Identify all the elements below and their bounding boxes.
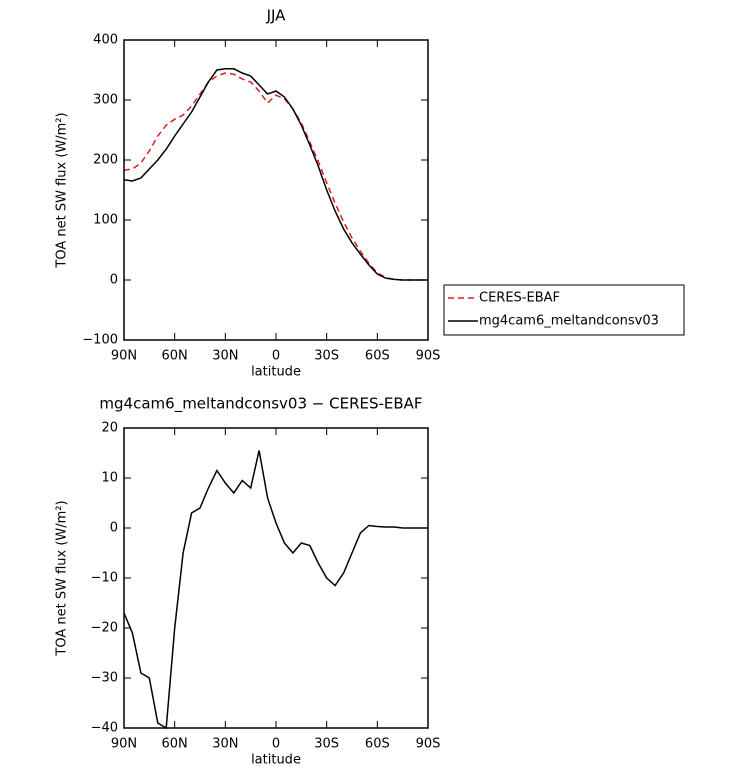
x-tick-label: 60N	[162, 349, 188, 364]
x-tick-label: 30N	[212, 349, 238, 364]
x-tick-label: 90N	[111, 349, 137, 364]
x-tick-label: 90N	[111, 737, 137, 752]
y-axis-label: TOA net SW flux (W/m²)	[55, 112, 70, 268]
x-tick-label: 60S	[365, 349, 390, 364]
y-tick-label: 0	[110, 521, 118, 536]
x-tick-label: 30S	[314, 349, 339, 364]
legend-box	[443, 284, 685, 336]
y-tick-label: −30	[91, 671, 118, 686]
chart-title: mg4cam6_meltandconsv03 − CERES-EBAF	[99, 395, 422, 414]
x-tick-label: 0	[272, 349, 280, 364]
chart-title: JJA	[266, 7, 287, 25]
x-tick-label: 90S	[416, 737, 441, 752]
legend-label: CERES-EBAF	[479, 291, 560, 306]
series-line	[123, 68, 428, 281]
x-tick-label: 30N	[212, 737, 238, 752]
y-tick-label: −10	[91, 571, 118, 586]
y-axis-label: TOA net SW flux (W/m²)	[55, 500, 70, 656]
x-axis-label: latitude	[251, 365, 301, 380]
plot-frame	[123, 39, 429, 341]
x-axis-label: latitude	[251, 753, 301, 768]
y-tick-label: −40	[91, 721, 118, 736]
y-tick-label: −20	[91, 621, 118, 636]
y-tick-label: 100	[93, 213, 118, 228]
y-tick-label: 20	[101, 421, 118, 436]
x-tick-label: 60S	[365, 737, 390, 752]
y-tick-label: 10	[101, 471, 118, 486]
x-tick-label: 30S	[314, 737, 339, 752]
y-tick-label: −100	[82, 333, 118, 348]
y-tick-label: 400	[93, 33, 118, 48]
legend-label: mg4cam6_meltandconsv03	[479, 314, 659, 329]
series-line	[123, 72, 428, 281]
y-tick-label: 300	[93, 93, 118, 108]
plot-frame	[123, 427, 429, 729]
x-tick-label: 0	[272, 737, 280, 752]
y-tick-label: 0	[110, 273, 118, 288]
y-tick-label: 200	[93, 153, 118, 168]
x-tick-label: 60N	[162, 737, 188, 752]
x-tick-label: 90S	[416, 349, 441, 364]
series-line	[123, 450, 428, 730]
